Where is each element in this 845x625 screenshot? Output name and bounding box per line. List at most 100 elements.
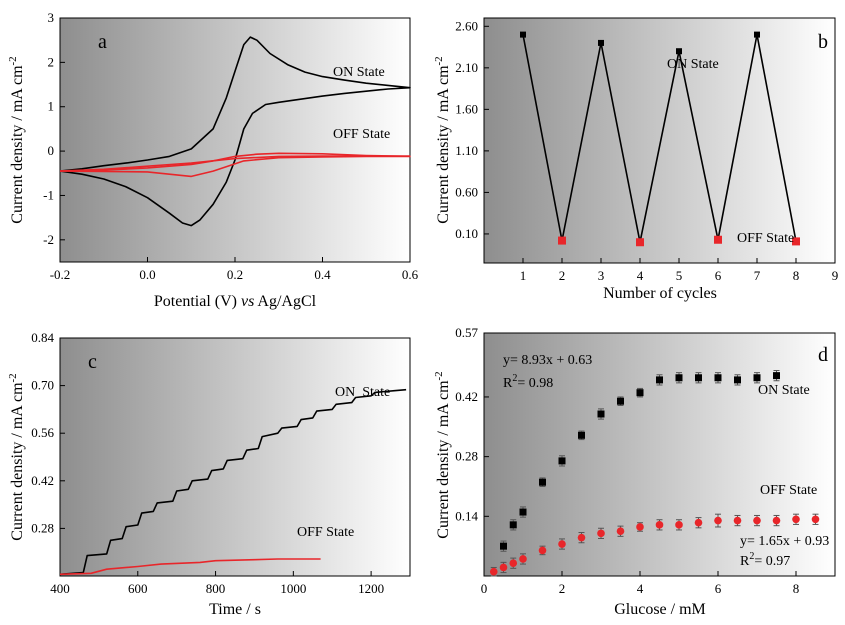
x-axis-label-c: Time / s <box>209 601 261 618</box>
data-point-on <box>676 48 682 55</box>
y-tick-label: 1.10 <box>455 143 478 158</box>
panel-b-cycling: 1 2 3 4 5 6 7 8 9 0.10 0.60 1.10 1.60 2.10 2.60 b ON S… <box>433 17 839 302</box>
y-tick-label: 0.57 <box>455 325 478 340</box>
x-tick-label: 2 <box>559 268 566 283</box>
x-tick-label: 400 <box>50 581 70 596</box>
data-c <box>59 388 407 576</box>
data-point-off <box>616 527 625 536</box>
data-point-on <box>598 39 604 46</box>
data-point-on <box>617 397 624 405</box>
annotation-off-state-a: OFF State <box>333 127 390 142</box>
ticks-a: -0.2 0.0 0.2 0.4 0.6 -2 -1 0 1 2 3 <box>43 10 418 282</box>
series-line-cycles <box>522 33 797 243</box>
data-point-on <box>656 376 663 384</box>
y-tick-label: 0.42 <box>455 389 478 404</box>
data-b <box>520 31 800 247</box>
x-tick-label: 1200 <box>358 581 384 596</box>
annotation-on-state-c: ON State <box>335 385 390 400</box>
annotation-off-state-c: OFF State <box>297 525 354 540</box>
y-tick-label: 0.14 <box>455 508 478 523</box>
y-axis-label-c: Current density / mA cm-2 <box>7 373 26 540</box>
y-tick-label: 2.60 <box>455 18 478 33</box>
data-point-on <box>695 374 702 382</box>
annotation-on-state-b: ON State <box>667 57 719 72</box>
data-point-off <box>558 236 566 245</box>
x-axis-label-a: Potential (V) vs Ag/AgCl <box>154 293 317 310</box>
data-point-on <box>714 374 722 382</box>
data-point-off <box>519 555 527 563</box>
x-tick-label: 5 <box>676 268 683 283</box>
x-tick-label: 7 <box>754 268 761 283</box>
panel-label-d: d <box>818 344 828 366</box>
data-point-off <box>558 540 566 548</box>
data-point-on <box>675 374 683 382</box>
data-point-on <box>636 389 644 397</box>
data-point-off <box>675 521 683 529</box>
x-tick-label: 6 <box>715 268 722 283</box>
y-axis-label-b: Current density / mA cm-2 <box>433 56 452 223</box>
data-point-off <box>792 515 800 524</box>
series-line-on-0 <box>59 36 411 227</box>
y-axis-label-a: Current density / mA cm-2 <box>7 56 26 223</box>
panel-d-calibration: 0 2 4 6 80.140.280.420.57 d y= 8.93x + 0.63 … <box>433 325 836 618</box>
ticks-c: 400 600 800 1000 1200 0.28 0.42 0.56 0.70 0.84 <box>31 330 384 596</box>
data-point-off <box>499 563 508 572</box>
series-line-on-0 <box>59 388 407 576</box>
x-axis-label-b: Number of cycles <box>603 285 717 302</box>
plot-area-b <box>483 17 836 264</box>
data-point-off <box>655 521 664 529</box>
x-tick-label: 8 <box>793 581 800 596</box>
y-tick-label: 0.56 <box>31 425 54 440</box>
x-tick-label: 4 <box>637 581 644 596</box>
x-tick-label: 2 <box>559 581 566 596</box>
panel-a-cyclic-voltammetry: -0.2 0.0 0.2 0.4 0.6 -2 -1 0 1 2 3 a ON State OFF … <box>7 10 419 310</box>
y-tick-label: 0.84 <box>31 330 54 345</box>
panel-label-b: b <box>818 31 828 53</box>
data-point-on <box>539 478 546 486</box>
annotation-off-equation-d: y= 1.65x + 0.93 <box>740 534 829 549</box>
data-point-off <box>792 237 800 246</box>
annotation-off-state-d: OFF State <box>760 483 817 498</box>
plot-area-a <box>59 17 411 263</box>
data-point-off <box>509 559 518 568</box>
x-tick-label: 1 <box>520 268 527 283</box>
data-a <box>59 36 411 227</box>
data-point-off <box>597 529 605 538</box>
x-axis-label-d: Glucose / mM <box>614 601 706 618</box>
y-tick-label: 3 <box>48 10 55 25</box>
x-tick-label: 1000 <box>280 581 306 596</box>
annotation-on-equation-d: y= 8.93x + 0.63 <box>503 353 592 368</box>
data-point-off <box>811 515 820 524</box>
y-tick-label: 0.28 <box>31 520 54 535</box>
panel-label-a: a <box>98 31 107 53</box>
y-tick-label: 0.60 <box>455 184 478 199</box>
data-point-off <box>636 238 644 247</box>
data-point-off <box>714 516 722 525</box>
panel-label-c: c <box>88 351 97 373</box>
data-point-on <box>519 508 527 516</box>
y-tick-label: 0 <box>48 143 55 158</box>
data-point-on <box>500 542 507 550</box>
y-tick-label: 0.70 <box>31 378 54 393</box>
data-point-on <box>520 31 526 38</box>
data-point-off <box>489 567 498 576</box>
y-tick-label: 0.42 <box>31 473 54 488</box>
data-d <box>489 370 820 577</box>
plot-area-c <box>59 337 411 577</box>
x-tick-label: 3 <box>598 268 605 283</box>
annotation-on-state-d: ON State <box>758 383 810 398</box>
x-tick-label: 4 <box>637 268 644 283</box>
x-tick-label: 9 <box>832 268 839 283</box>
x-tick-label: 0.6 <box>402 267 419 282</box>
y-tick-label: -2 <box>43 232 54 247</box>
data-point-on <box>578 431 585 439</box>
x-tick-label: 0 <box>481 581 488 596</box>
y-tick-label: 0.10 <box>455 226 478 241</box>
data-point-off <box>772 516 781 525</box>
x-tick-label: 800 <box>206 581 226 596</box>
x-tick-label: 0.4 <box>314 267 331 282</box>
series-line-off-1 <box>59 558 321 576</box>
annotation-on-state-a: ON State <box>333 65 385 80</box>
data-point-off <box>636 523 644 531</box>
